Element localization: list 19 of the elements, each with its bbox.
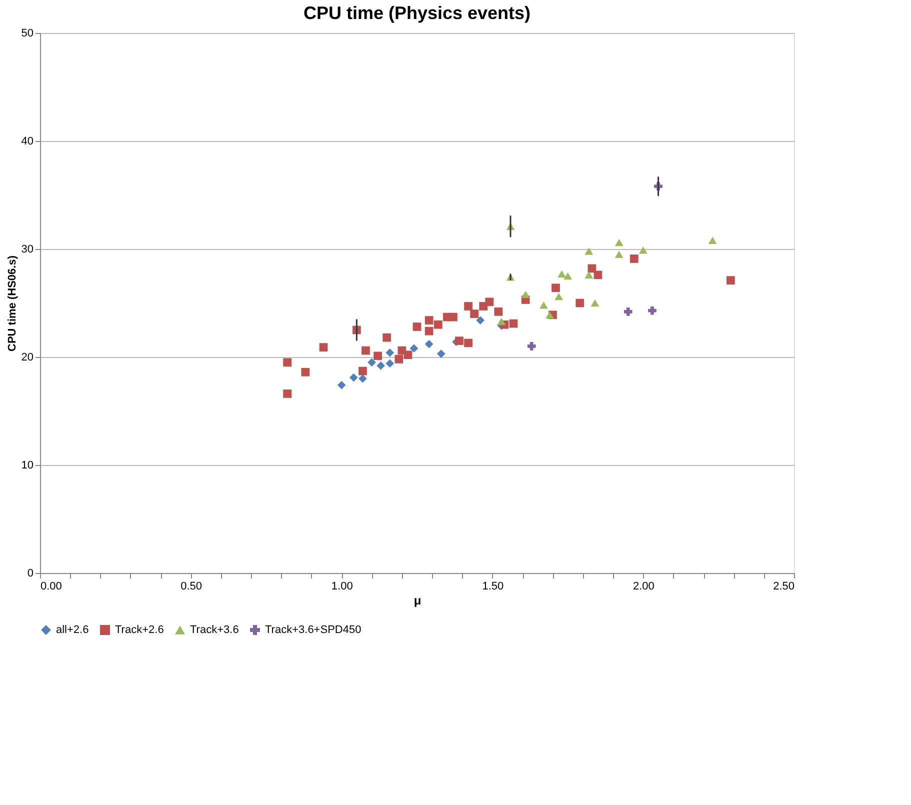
x-tick-label: 1.50 xyxy=(482,580,504,592)
x-tick-label: 0.00 xyxy=(40,580,62,592)
legend-label: Track+3.6 xyxy=(190,624,239,636)
x-tick-label: 0.50 xyxy=(180,580,202,592)
chart-title: CPU time (Physics events) xyxy=(303,3,531,23)
y-tick-label: 0 xyxy=(27,568,34,580)
y-tick-label: 30 xyxy=(21,244,34,256)
y-tick-label: 10 xyxy=(21,460,34,472)
legend-label: Track+3.6+SPD450 xyxy=(265,624,362,636)
legend-label: Track+2.6 xyxy=(115,624,164,636)
y-axis-title: CPU time (HS06.s) xyxy=(6,255,18,352)
x-tick-label: 1.00 xyxy=(331,580,353,592)
x-axis-title: μ xyxy=(414,594,422,608)
y-tick-label: 40 xyxy=(21,136,34,148)
legend-label: all+2.6 xyxy=(56,624,89,636)
x-tick-label: 2.50 xyxy=(773,580,794,592)
y-tick-label: 20 xyxy=(21,352,34,364)
y-tick-label: 50 xyxy=(21,28,34,40)
x-tick-label: 2.00 xyxy=(632,580,654,592)
